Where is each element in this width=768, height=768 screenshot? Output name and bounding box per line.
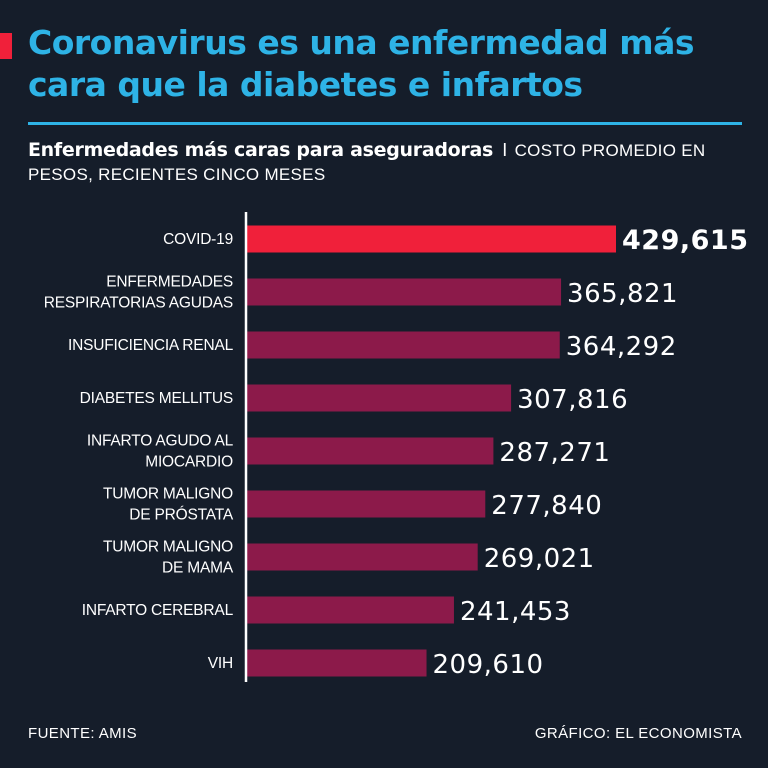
category-label-4-1: MIOCARDIO [145, 454, 233, 471]
category-label-0-0: COVID-19 [163, 231, 233, 248]
value-label-5: 277,840 [491, 491, 602, 521]
value-label-2: 364,292 [566, 332, 677, 362]
bar-4 [246, 437, 494, 465]
value-label-0: 429,615 [622, 225, 748, 256]
credit-note: GRÁFICO: EL ECONOMISTA [534, 725, 742, 742]
bar-7 [246, 596, 454, 624]
bar-8 [246, 649, 427, 677]
source-note: FUENTE: AMIS [28, 725, 137, 742]
category-label-6-1: DE MAMA [162, 560, 234, 577]
subtitle-description: COSTO PROMEDIO EN PESOS, RECIENTES CINCO… [28, 141, 706, 184]
value-label-8: 209,610 [433, 650, 544, 680]
category-label-8-0: VIH [208, 655, 233, 672]
bar-0 [246, 225, 616, 253]
category-label-5-0: TUMOR MALIGNO [103, 486, 233, 503]
category-label-7-0: INFARTO CEREBRAL [82, 602, 234, 619]
title-divider [28, 122, 742, 125]
bar-3 [246, 384, 512, 412]
title-accent-mark [0, 33, 12, 59]
subtitle-bold: Enfermedades más caras para aseguradoras [28, 139, 494, 161]
category-label-3-0: DIABETES MELLITUS [80, 390, 233, 407]
value-label-3: 307,816 [517, 385, 628, 415]
bar-5 [246, 490, 486, 518]
bar-1 [246, 278, 562, 306]
category-label-1-0: ENFERMEDADES [106, 274, 233, 291]
category-label-4-0: INFARTO AGUDO AL [87, 433, 234, 450]
category-label-1-1: RESPIRATORIAS AGUDAS [44, 295, 233, 312]
chart-subtitle: Enfermedades más caras para aseguradoras… [28, 138, 742, 187]
bar-6 [246, 543, 478, 571]
value-label-6: 269,021 [484, 544, 595, 574]
value-label-4: 287,271 [499, 438, 610, 468]
subtitle-separator: I [502, 140, 508, 160]
value-label-7: 241,453 [460, 597, 571, 627]
value-label-1: 365,821 [567, 279, 678, 309]
page-title: Coronavirus es una enfermedad más cara q… [28, 23, 695, 104]
category-label-2-0: INSUFICIENCIA RENAL [68, 337, 234, 354]
bar-2 [246, 331, 560, 359]
category-label-5-1: DE PRÓSTATA [129, 507, 234, 524]
category-label-6-0: TUMOR MALIGNO [103, 539, 233, 556]
